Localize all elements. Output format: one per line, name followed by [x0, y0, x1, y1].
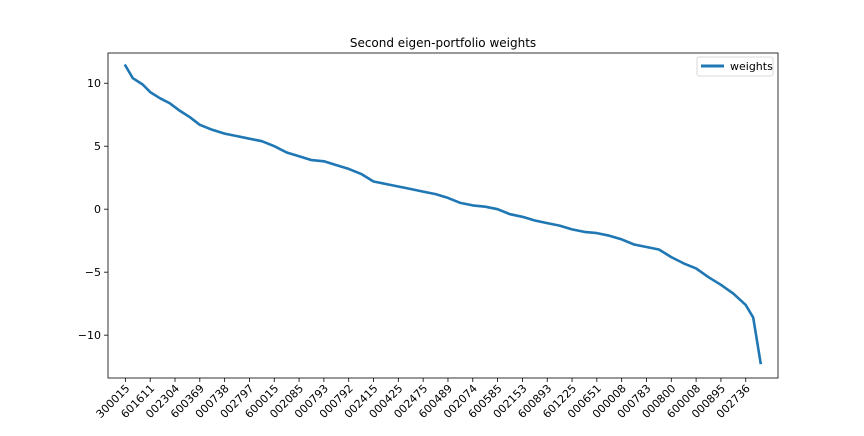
- series-line-weights: [123, 63, 763, 365]
- y-tick-label: 10: [87, 77, 101, 90]
- y-tick-label: −5: [85, 266, 101, 279]
- legend-box: [696, 56, 774, 77]
- y-axis: 10 5 0 −5 −10: [78, 77, 108, 342]
- series-layer: [123, 63, 763, 365]
- y-tick-label: 0: [94, 203, 101, 216]
- y-tick-label: 5: [94, 140, 101, 153]
- x-axis: 3000156016110023046003690007380027976000…: [94, 378, 753, 421]
- chart-title: Second eigen-portfolio weights: [350, 36, 536, 50]
- axes-frame: [107, 52, 779, 379]
- legend-label: weights: [730, 60, 773, 73]
- legend: weights: [696, 56, 774, 77]
- y-tick-label: −10: [78, 329, 101, 342]
